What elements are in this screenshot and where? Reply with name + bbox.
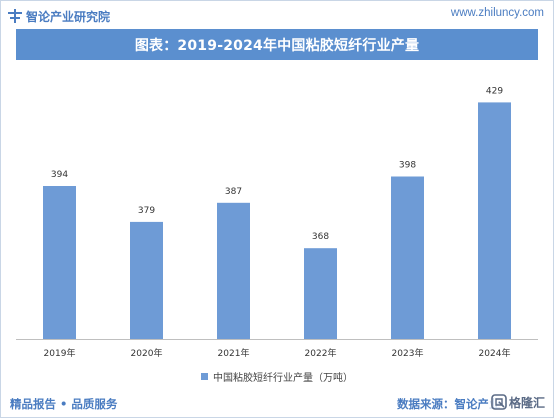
bar-1 [130,221,163,339]
bar-5 [478,102,511,340]
data-label-1: 379 [138,206,155,216]
gelonghui-logo-icon [491,394,507,410]
footer-slogan: 精品报告 • 品质服务 [10,397,118,411]
x-tick-label-1: 2020年 [131,347,163,359]
data-label-2: 387 [225,187,242,197]
chart-title: 图表：2019-2024年中国粘胶短纤行业产量 [134,37,420,54]
legend-swatch [201,372,208,380]
watermark: 格隆汇 [487,391,548,413]
brand-logo-icon [8,9,22,23]
site-url[interactable]: www.zhiluncy.com [450,7,544,19]
data-label-5: 429 [486,86,503,96]
x-tick-label-2: 2021年 [218,347,250,359]
x-tick-label-3: 2022年 [305,347,337,359]
data-label-4: 398 [399,161,416,171]
bar-2 [217,202,250,339]
data-label-3: 368 [312,232,329,242]
title-bar: 图表：2019-2024年中国粘胶短纤行业产量 [16,29,538,60]
footer-source: 数据来源：智论产业 [397,397,501,411]
brand-name: 智论产业研究院 [26,9,111,24]
bar-3 [304,248,337,339]
x-tick-label-5: 2024年 [479,347,511,359]
legend-label: 中国粘胶短纤行业产量（万吨） [213,372,353,384]
x-tick-label-4: 2023年 [392,347,424,359]
x-tick-label-0: 2019年 [44,347,76,359]
brand: 智论产业研究院 [8,6,110,26]
data-label-0: 394 [51,170,68,180]
legend: 中国粘胶短纤行业产量（万吨） [0,368,554,384]
watermark-text: 格隆汇 [508,395,545,410]
bar-0 [43,186,76,339]
bar-4 [391,176,424,339]
